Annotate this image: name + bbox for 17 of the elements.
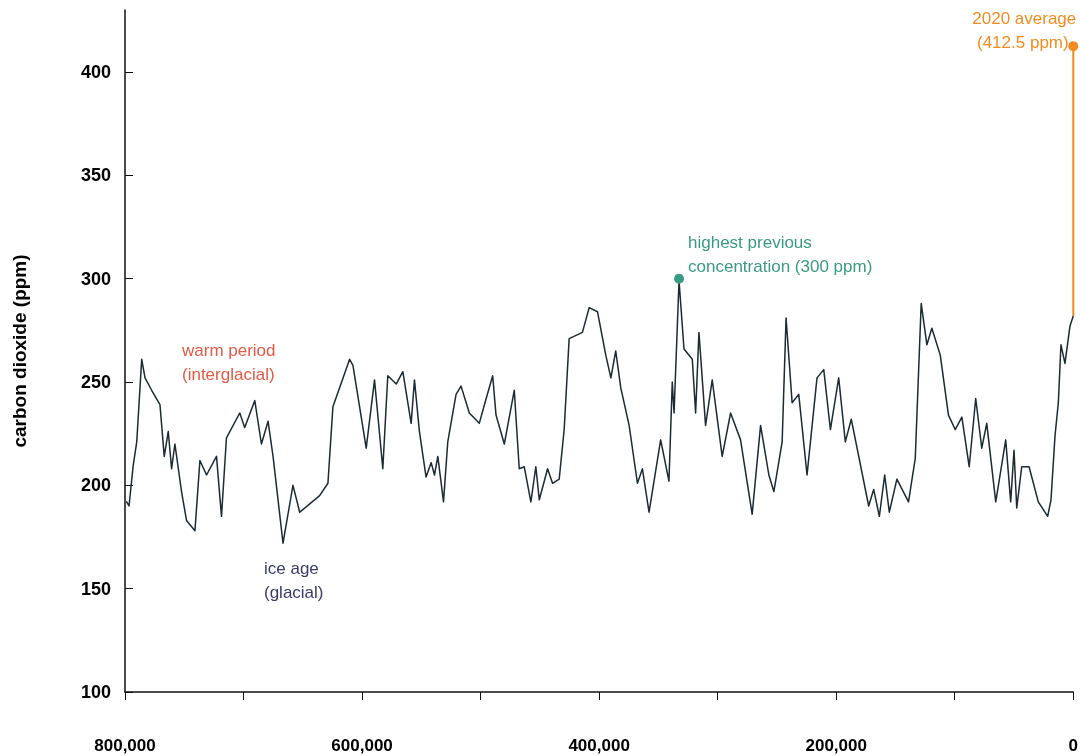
y-tick-label: 150 [80,578,111,599]
y-tick-label: 250 [80,372,111,392]
x-tick-label: 0 [1068,736,1079,755]
annotation: warm period (interglacial) [181,340,281,384]
annotation: 2020 average (412.5 ppm) [972,8,1077,52]
y-tick-label: 100 [80,682,111,702]
annotation: ice age (glacial) [264,558,324,602]
y-tick-label: 200 [80,475,111,496]
x-tick-label: 400,000 [568,736,630,755]
annotation: highest previous concentration (300 ppm) [688,233,873,277]
y-tick-label: 300 [80,268,111,289]
x-tick-label: 200,000 [805,736,867,755]
x-tick-label: 800,000 [94,736,156,755]
x-tick-label: 600,000 [331,736,393,755]
y-tick-label: 400 [80,62,111,82]
y-tick-label: 350 [80,165,111,186]
y-axis-title: carbon dioxide (ppm) [9,254,30,448]
